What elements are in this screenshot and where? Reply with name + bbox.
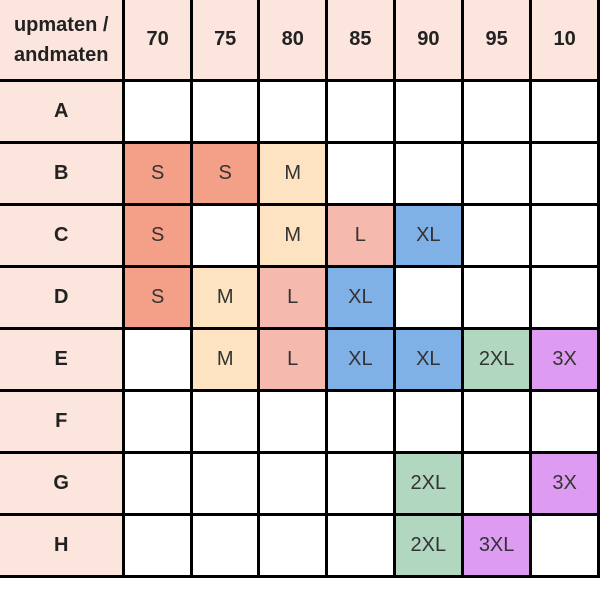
size-cell: [529, 203, 600, 268]
size-cell: [189, 203, 261, 268]
column-header: 80: [257, 0, 329, 82]
size-cell: [460, 389, 533, 454]
size-cell: [529, 79, 600, 144]
row-header: G: [0, 451, 126, 516]
size-cell: [325, 389, 396, 454]
column-header: 10: [529, 0, 600, 82]
size-cell: L: [257, 327, 329, 392]
column-header: 70: [122, 0, 193, 82]
size-cell: [460, 451, 533, 516]
size-cell: [122, 79, 193, 144]
size-cell: [325, 79, 396, 144]
table-row: H 2XL 3XL: [0, 513, 600, 578]
size-cell: XL: [325, 265, 396, 330]
size-cell: M: [257, 141, 329, 206]
size-cell: S: [189, 141, 261, 206]
size-cell: [122, 389, 193, 454]
size-cell: S: [122, 203, 193, 268]
table-row: D S M L XL: [0, 265, 600, 330]
row-header: A: [0, 79, 126, 144]
corner-label-line: upmaten /: [13, 13, 109, 36]
size-cell: [257, 79, 329, 144]
size-cell: S: [122, 141, 193, 206]
size-chart-table: upmaten / andmaten 70 75 80 85 90 95 10 A B S S M C S M L…: [0, 0, 600, 578]
size-cell: [257, 389, 329, 454]
size-cell: [325, 141, 396, 206]
row-header: B: [0, 141, 126, 206]
size-cell: M: [257, 203, 329, 268]
size-cell: [189, 389, 261, 454]
size-cell: [257, 513, 329, 578]
size-cell: [392, 141, 464, 206]
size-cell: M: [189, 327, 261, 392]
size-cell: XL: [325, 327, 396, 392]
size-cell: XL: [392, 327, 464, 392]
size-cell: L: [325, 203, 396, 268]
size-cell: [392, 79, 464, 144]
size-cell: [189, 451, 261, 516]
table-row: C S M L XL: [0, 203, 600, 268]
size-cell: L: [257, 265, 329, 330]
size-cell: 3X: [529, 451, 600, 516]
header-row: upmaten / andmaten 70 75 80 85 90 95 10: [0, 0, 600, 82]
size-cell: [460, 265, 533, 330]
size-cell: 2XL: [392, 513, 464, 578]
size-cell: [122, 327, 193, 392]
row-header: D: [0, 265, 126, 330]
size-cell: [460, 141, 533, 206]
size-cell: [189, 79, 261, 144]
size-cell: 2XL: [460, 327, 533, 392]
row-header: F: [0, 389, 126, 454]
size-cell: [122, 513, 193, 578]
size-cell: [460, 203, 533, 268]
size-cell: [257, 451, 329, 516]
table-row: A: [0, 79, 600, 144]
table-row: F: [0, 389, 600, 454]
size-cell: [529, 389, 600, 454]
size-cell: [122, 451, 193, 516]
table-row: G 2XL 3X: [0, 451, 600, 516]
column-header: 90: [392, 0, 464, 82]
column-header: 95: [460, 0, 533, 82]
size-cell: [325, 451, 396, 516]
corner-label-line: andmaten: [13, 43, 109, 66]
size-cell: 3XL: [460, 513, 533, 578]
column-header: 75: [189, 0, 261, 82]
size-cell: XL: [392, 203, 464, 268]
size-cell: 2XL: [392, 451, 464, 516]
size-cell: [529, 513, 600, 578]
size-cell: [529, 265, 600, 330]
column-header: 85: [325, 0, 396, 82]
size-cell: 3X: [529, 327, 600, 392]
row-header: E: [0, 327, 126, 392]
size-cell: M: [189, 265, 261, 330]
corner-header: upmaten / andmaten: [0, 0, 126, 82]
size-cell: [189, 513, 261, 578]
size-cell: [392, 389, 464, 454]
size-cell: [529, 141, 600, 206]
table-row: E M L XL XL 2XL 3X: [0, 327, 600, 392]
row-header: H: [0, 513, 126, 578]
size-cell: [460, 79, 533, 144]
row-header: C: [0, 203, 126, 268]
size-cell: [392, 265, 464, 330]
size-cell: S: [122, 265, 193, 330]
size-cell: [325, 513, 396, 578]
